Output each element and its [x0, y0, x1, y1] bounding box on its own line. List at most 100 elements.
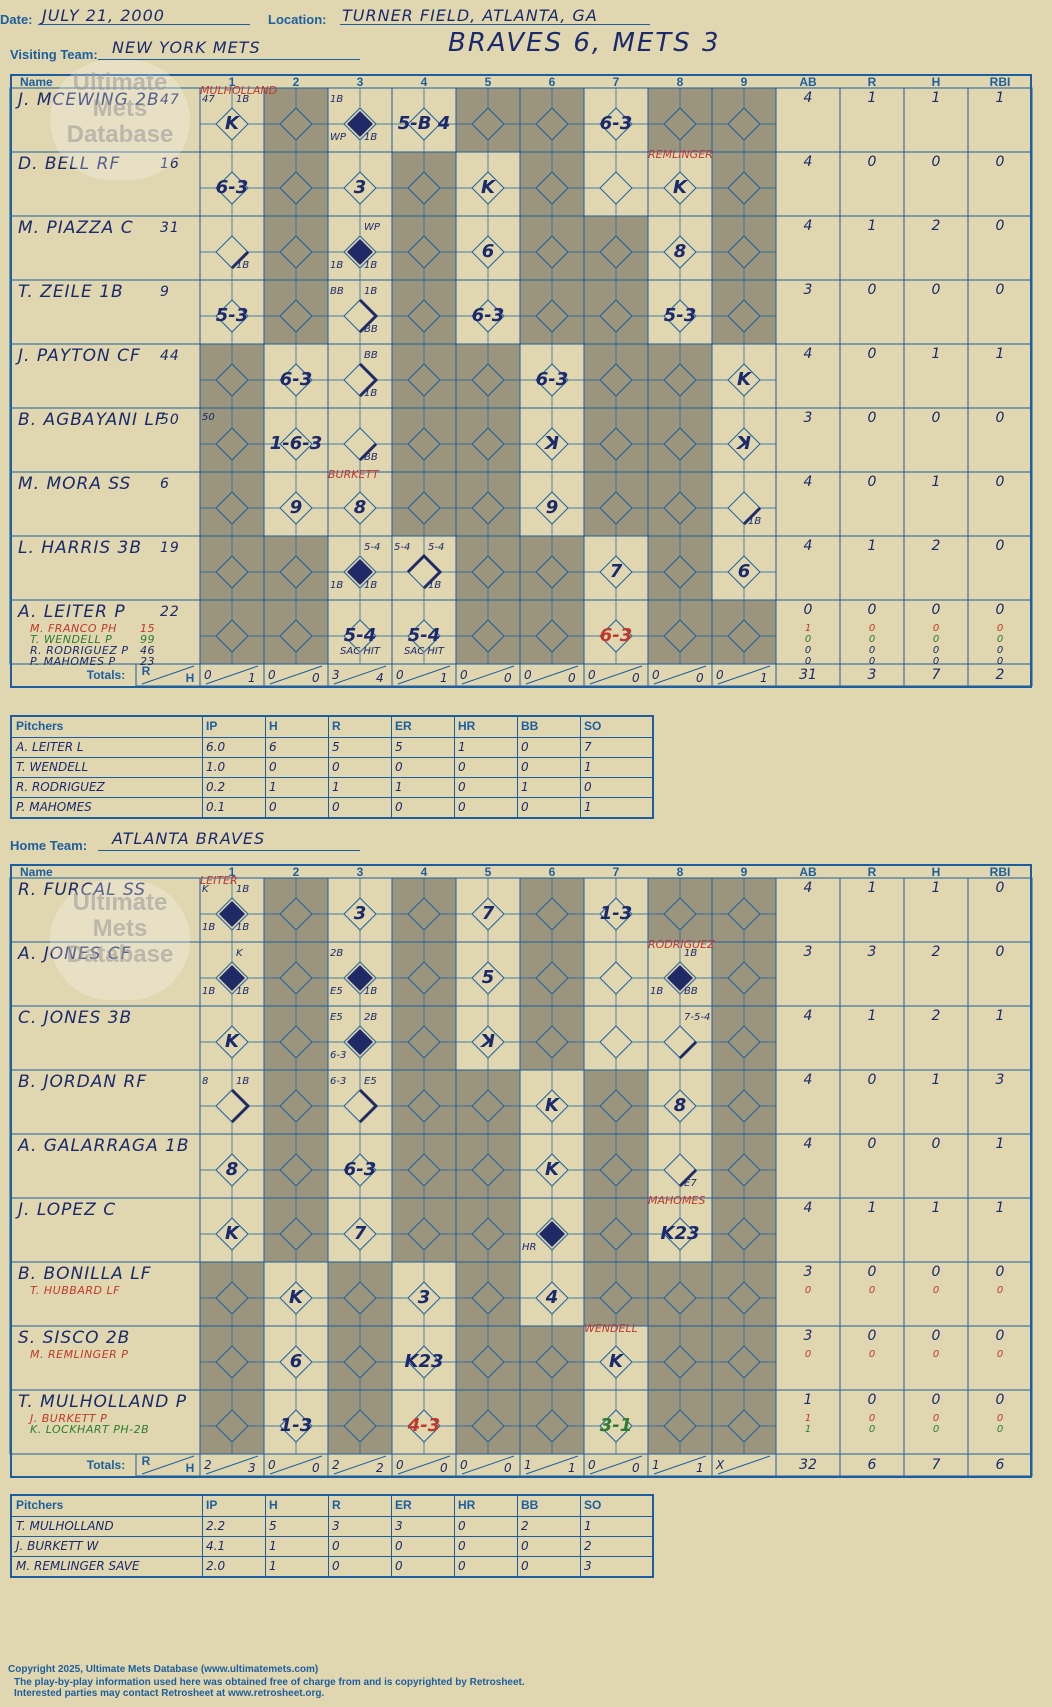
visitors-inning-header-9: 9 [740, 75, 748, 89]
visitors-inning-runs: 0 [652, 668, 660, 682]
home-base-diamond [407, 897, 441, 931]
visitors-sub-stat: 0 [996, 656, 1004, 667]
visitors-batter-stat: 4 [803, 474, 813, 490]
home-base-diamond [407, 1409, 441, 1443]
visitors-base-diamond [471, 235, 505, 269]
visitors-batter-stat: 2 [931, 538, 941, 554]
home-stat-header-r: R [867, 865, 877, 879]
visitors-batter-stat: 0 [931, 154, 941, 170]
visitors-batter-name: J. PAYTON CF [18, 346, 141, 366]
visitors-batter-stat: 0 [867, 282, 877, 298]
visitors-sub-name: P. MAHOMES P [30, 655, 116, 668]
visitors-pitcher-divider [580, 758, 581, 778]
visitors-pitcher-divider [517, 758, 518, 778]
home-base-diamond [727, 1089, 761, 1123]
visitors-pitcher-cell: 7 [584, 740, 592, 754]
visitors-pitcher-cell: P. MAHOMES [16, 800, 92, 814]
visitors-pitcher-divider [202, 717, 203, 737]
home-base-diamond [663, 1409, 697, 1443]
watermark-logo-home: Ultimate Mets Database [50, 880, 190, 1000]
home-totals-label: Totals: [86, 1458, 126, 1472]
visitors-inning-runs: 0 [588, 668, 596, 682]
home-pitcher-cell: 1 [269, 1539, 277, 1553]
visitors-base-diamond [535, 235, 569, 269]
home-totals-r-label: R [141, 1454, 151, 1468]
visitors-batter-name: J. MCEWING 2B [18, 90, 160, 110]
home-play-result: ꓘ [481, 1031, 495, 1052]
visitors-batter-stat: 1 [931, 90, 941, 106]
visitors-batter-stat: 4 [803, 154, 813, 170]
visitors-batter-name: B. AGBAYANI LF [18, 410, 166, 430]
home-play-result: K [225, 1031, 239, 1052]
home-base-diamond [471, 897, 505, 931]
visitors-play-note: 1B [330, 260, 344, 271]
visitors-base-diamond [215, 299, 249, 333]
home-play-note: 2B [364, 1012, 378, 1023]
visitors-inning-runs: 0 [716, 668, 724, 682]
visitors-base-diamond [599, 363, 633, 397]
home-pitcher-cell: 1 [584, 1519, 592, 1533]
visitors-base-diamond [599, 619, 633, 653]
visitors-base-path [742, 506, 762, 526]
home-batter-stat: 0 [995, 1328, 1005, 1344]
visitors-batter-name: M. PIAZZA C [18, 218, 134, 238]
home-play-result: 4 [545, 1287, 559, 1308]
visitors-play-result: 8 [353, 497, 367, 518]
visitors-play-note: 1B [364, 388, 378, 399]
visitors-batter-stat: 0 [867, 346, 877, 362]
home-play-result: 1-3 [279, 1415, 313, 1436]
visitors-base-path [406, 553, 443, 590]
visitors-batter-stat: 0 [995, 218, 1005, 234]
visitors-base-diamond [407, 491, 441, 525]
visitors-base-path [358, 298, 379, 334]
home-base-diamond [663, 1089, 697, 1123]
visitors-batter-stat: 0 [931, 410, 941, 426]
visitors-base-diamond [663, 427, 697, 461]
home-batter-stat: 0 [931, 1136, 941, 1152]
visitors-inning-hits: 0 [312, 671, 320, 685]
visiting-team-name: NEW YORK METS [112, 38, 261, 57]
visitors-pitcher-divider [265, 798, 266, 818]
visitors-pitcher-cell: 0 [458, 800, 466, 814]
visitors-base-diamond [279, 171, 313, 205]
visitors-sub-name: R. RODRIGUEZ P [30, 644, 129, 657]
home-base-diamond [727, 1025, 761, 1059]
home-play-result: 3 [417, 1287, 431, 1308]
home-pitcher-divider [517, 1517, 518, 1537]
visitors-base-path [358, 362, 379, 398]
visitors-sub-stat: 0 [804, 645, 812, 656]
home-sub-stat: 0 [996, 1349, 1004, 1360]
home-play-note: 7-5-4 [684, 1012, 711, 1023]
visitors-base-diamond [727, 107, 761, 141]
home-inning-hits: 0 [632, 1461, 640, 1475]
visitors-base-diamond [471, 555, 505, 589]
home-inning-hits: 0 [440, 1461, 448, 1475]
home-play-result: K [289, 1287, 303, 1308]
home-inning-header-5: 5 [484, 865, 492, 879]
home-sub-stat: 0 [996, 1413, 1004, 1424]
visitors-sub-stat: 0 [804, 634, 812, 645]
visitors-play-result: 3 [353, 177, 367, 198]
home-base-diamond [343, 1153, 377, 1187]
home-base-diamond [279, 961, 313, 995]
visitors-inning-runs: 3 [332, 668, 340, 682]
visitors-base-diamond [663, 171, 697, 205]
home-inning-hits: 1 [696, 1461, 704, 1475]
home-batter-stat: 0 [995, 944, 1005, 960]
home-base-path [678, 1040, 698, 1060]
visitors-base-diamond [343, 619, 377, 653]
visitors-inning-header-2: 2 [292, 75, 300, 89]
visitors-totals-stat: 2 [995, 667, 1005, 683]
home-play-note: 6-3 [330, 1076, 347, 1087]
home-pitcher-cell: 4.1 [206, 1539, 226, 1553]
home-pitcher-divider [265, 1537, 266, 1557]
home-pitcher-divider [202, 1557, 203, 1577]
home-batter-stat: 0 [995, 880, 1005, 896]
home-base-diamond [535, 1089, 569, 1123]
visitors-base-diamond [535, 555, 569, 589]
home-pitcher-cell: T. MULHOLLAND [16, 1519, 114, 1533]
home-totals-stat: 6 [995, 1457, 1005, 1473]
visitors-batter-stat: 1 [995, 90, 1005, 106]
visitors-play-result: 6-3 [599, 625, 633, 646]
visitors-play-note: 1B [364, 260, 378, 271]
